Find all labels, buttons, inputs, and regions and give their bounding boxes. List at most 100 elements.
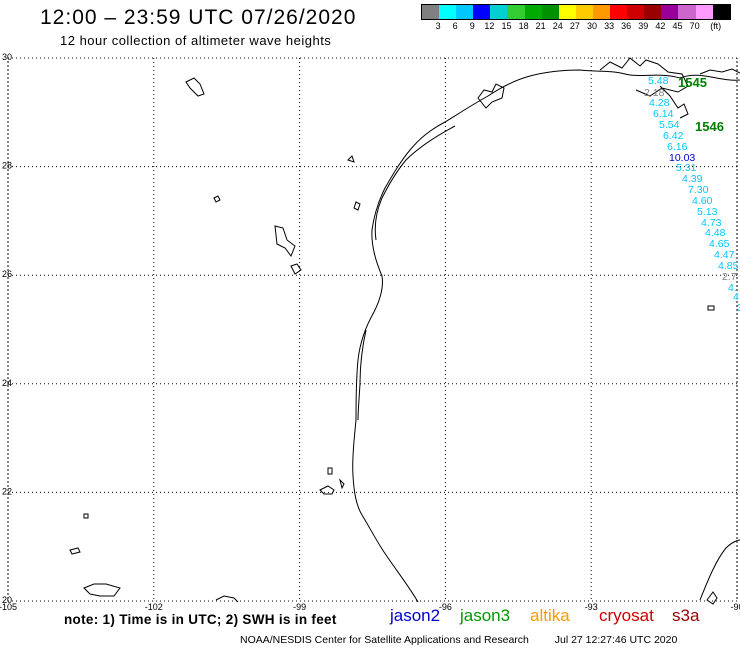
satellite-name-jason3: jason3 <box>460 606 511 625</box>
legend-swatch <box>456 5 474 19</box>
satellite-name-altika: altika <box>530 606 570 625</box>
lat-lon-grid: -105 -102 -99 -96 -93 -90 30 28 26 24 22 20 <box>0 52 740 612</box>
reservoir-shape <box>274 225 296 258</box>
gulf-coast-line <box>352 69 740 603</box>
wave-height-value: 6.14 <box>653 108 674 120</box>
wave-height-color-legend: 3 6 9 12 15 18 21 24 27 30 33 36 39 42 45 70 (ft) <box>421 4 731 34</box>
wave-height-value: 4 <box>733 291 739 303</box>
latitude-tick-label: 26 <box>2 269 12 279</box>
lake-texas-2 <box>353 201 361 211</box>
barrier-island <box>374 125 456 241</box>
legend-label: 30 <box>586 21 598 31</box>
latitude-tick-label: 22 <box>2 486 12 496</box>
legend-label: 33 <box>604 21 615 31</box>
satellite-name-cryosat: cryosat <box>599 606 654 625</box>
mississippi-delta <box>659 85 689 119</box>
wave-height-value: 4.85 <box>718 260 739 272</box>
legend-swatch <box>592 5 611 19</box>
lake-mexico-6 <box>215 595 239 603</box>
legend-label: 70 <box>689 21 700 31</box>
wave-height-value: 5.48 <box>648 75 669 87</box>
wave-height-value: 6.42 <box>663 130 684 142</box>
legend-color-bar <box>421 4 731 20</box>
lake-mexico-3 <box>339 478 345 490</box>
credit-text: NOAA/NESDIS Center for Satellite Applica… <box>240 634 529 646</box>
legend-swatch <box>610 5 628 19</box>
longitude-tick-label: -93 <box>585 602 598 612</box>
wave-height-value: 5.31 <box>676 162 697 174</box>
lake-mexico-2 <box>319 485 335 495</box>
legend-label: 15 <box>501 21 512 31</box>
wave-height-value: 4.48 <box>705 227 726 239</box>
longitude-tick-label: -96 <box>439 602 452 612</box>
lake-mexico-4 <box>83 513 89 519</box>
reservoir-shape-2 <box>290 263 302 275</box>
barrier-island-south <box>357 329 367 421</box>
lake-small <box>213 195 221 203</box>
wave-height-value: 2.7 <box>722 271 737 283</box>
credit-line: NOAA/NESDIS Center for Satellite Applica… <box>240 634 677 646</box>
latitude-tick-label: 30 <box>2 52 12 62</box>
legend-label: 12 <box>484 21 495 31</box>
satellite-name-s3a: s3a <box>672 606 700 625</box>
wave-height-value: 3 <box>737 302 740 314</box>
legend-swatch <box>644 5 662 19</box>
pass-number-label: 1545 <box>678 75 707 90</box>
lake-mexico-5 <box>83 583 121 597</box>
legend-label: 18 <box>518 21 529 31</box>
wave-height-value: 4.28 <box>649 97 670 109</box>
legend-swatch <box>524 5 542 19</box>
wave-height-value: 6.16 <box>667 141 688 153</box>
legend-swatch <box>678 5 696 19</box>
wave-height-value: 4.39 <box>682 173 703 185</box>
yucatan-coast <box>699 539 740 601</box>
legend-swatch <box>541 5 559 19</box>
louisiana-marsh <box>599 57 689 97</box>
wave-height-value: 4.73 <box>701 217 722 229</box>
lake-shape <box>185 77 205 97</box>
satellite-pass-labels: 1545 1546 <box>678 75 724 134</box>
lake-texas-1 <box>347 155 355 163</box>
legend-swatch <box>422 5 440 19</box>
wave-height-value: 5.54 <box>659 119 680 131</box>
legend-label: 6 <box>452 21 458 31</box>
cozumel-island <box>706 591 718 605</box>
wave-height-value: 4.60 <box>692 195 713 207</box>
legend-label: (ft) <box>710 21 722 31</box>
latitude-tick-label: 28 <box>2 161 12 171</box>
coastline <box>352 57 740 605</box>
legend-swatch <box>575 5 593 19</box>
wave-height-value: 4.47 <box>714 249 735 261</box>
wave-height-value: 4. <box>728 282 737 294</box>
legend-label: 45 <box>672 21 683 31</box>
galveston-bay <box>477 83 505 109</box>
wave-height-value: 10.03 <box>669 152 695 164</box>
longitude-tick-label: -90 <box>730 602 740 612</box>
legend-swatch <box>627 5 645 19</box>
lake-chapala <box>69 547 81 555</box>
wave-height-value: 7.30 <box>688 184 709 196</box>
page-title: 12:00 – 23:59 UTC 07/26/2020 <box>40 6 357 29</box>
wave-height-value: 2.18 <box>644 87 665 99</box>
page-subtitle: 12 hour collection of altimeter wave hei… <box>60 33 332 48</box>
legend-label: 27 <box>569 21 580 31</box>
legend-label: 39 <box>638 21 649 31</box>
legend-swatch <box>473 5 491 19</box>
longitude-tick-label: -102 <box>145 602 163 612</box>
legend-label: 24 <box>552 21 563 31</box>
satellite-name-jason2: jason2 <box>390 606 441 625</box>
map-frame <box>7 57 738 602</box>
legend-swatch <box>661 5 679 19</box>
legend-label: 3 <box>435 21 441 31</box>
legend-swatch <box>558 5 576 19</box>
longitude-tick-label: -105 <box>0 602 17 612</box>
units-note: note: 1) Time is in UTC; 2) SWH is in fe… <box>64 612 337 627</box>
latitude-tick-label: 24 <box>2 378 12 388</box>
inland-features <box>69 77 715 603</box>
generated-timestamp: Jul 27 12:27:46 UTC 2020 <box>554 634 678 646</box>
pass-number-label: 1546 <box>695 119 724 134</box>
wave-height-labels: 5.482.184.286.145.546.426.1610.035.314.3… <box>644 75 740 314</box>
wave-height-value: 5.13 <box>697 206 718 218</box>
